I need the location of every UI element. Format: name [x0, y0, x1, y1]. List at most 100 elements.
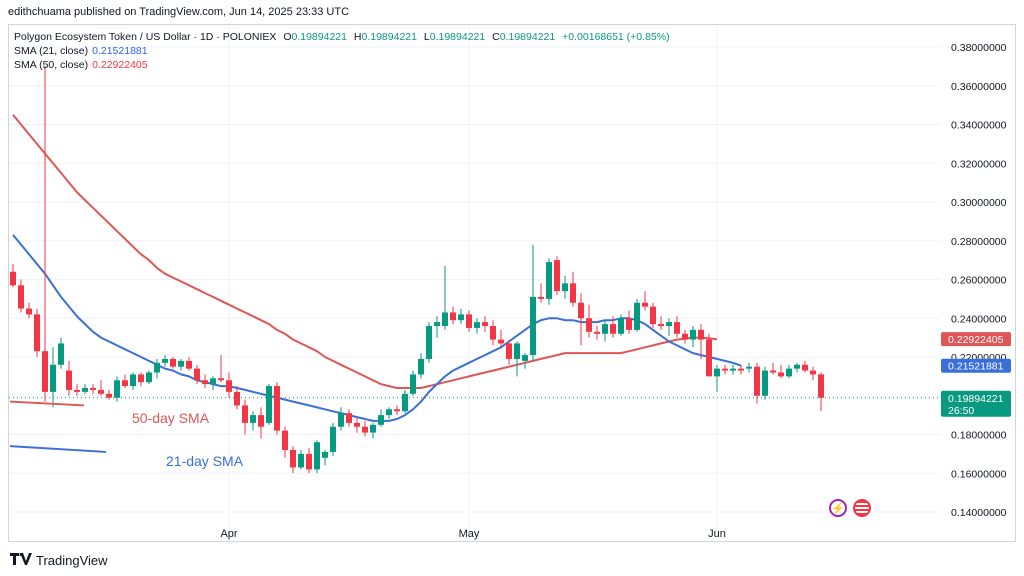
candle-body: [738, 368, 744, 371]
candle-body: [298, 453, 304, 468]
price-tick-label: 0.14000000: [951, 507, 1007, 519]
candle-body: [562, 283, 568, 292]
candle-body: [306, 453, 312, 470]
high-label: H: [353, 31, 362, 43]
candle-body: [154, 362, 160, 373]
candle-body: [530, 296, 536, 356]
candle-body: [58, 343, 64, 365]
price-tick-label: 0.30000000: [951, 197, 1007, 209]
candle-body: [402, 393, 408, 412]
candle-body: [226, 380, 232, 392]
candle-body: [346, 413, 352, 423]
candle-body: [794, 364, 800, 369]
candle-body: [762, 370, 768, 396]
bolt-icon[interactable]: ⚡: [829, 499, 847, 517]
chart-legend: Polygon Ecosystem Token / US Dollar · 1D…: [14, 30, 670, 72]
candle-body: [186, 360, 192, 369]
candle-body: [706, 339, 712, 377]
sma50-annotation: 50-day SMA: [132, 410, 210, 426]
symbol-label[interactable]: Polygon Ecosystem Token / US Dollar · 1D…: [14, 31, 277, 43]
candle-body: [26, 308, 32, 315]
price-tick-label: 0.24000000: [951, 313, 1007, 325]
price-tick-label: 0.28000000: [951, 236, 1007, 248]
candle-body: [570, 283, 576, 303]
candle-body: [74, 389, 80, 392]
open-value: 0.19894221: [291, 31, 347, 43]
candle-body: [290, 450, 296, 468]
candle-body: [178, 360, 184, 367]
tradingview-brand[interactable]: TradingView: [36, 553, 108, 568]
candle-body: [690, 329, 696, 340]
sma50-annotation-line: [9, 400, 85, 407]
time-tick-label: Jun: [708, 528, 726, 540]
candle-body: [802, 364, 808, 371]
candle-body: [258, 415, 264, 427]
high-value: 0.19894221: [361, 31, 417, 43]
candle-body: [282, 430, 288, 450]
candle-body: [666, 322, 672, 326]
candle-body: [722, 368, 728, 371]
candle-body: [586, 318, 592, 332]
candle-body: [498, 339, 504, 344]
last-price-label-countdown: 26:50: [948, 405, 974, 417]
candle-body: [50, 364, 56, 392]
legend-symbol-row: Polygon Ecosystem Token / US Dollar · 1D…: [14, 30, 670, 44]
candle-body: [610, 324, 616, 334]
footer: TradingView: [10, 553, 108, 568]
sma50-line: [12, 114, 718, 389]
time-tick-label: Apr: [220, 528, 237, 540]
legend-sma21-row[interactable]: SMA (21, close) 0.21521881: [14, 44, 670, 58]
sma21-annotation-line: [9, 445, 107, 453]
low-value: 0.19894221: [429, 31, 486, 43]
candle-body: [338, 413, 344, 427]
legend-sma50-row[interactable]: SMA (50, close) 0.22922405: [14, 58, 670, 72]
candle-body: [466, 314, 472, 328]
candle-body: [130, 374, 136, 387]
candle-body: [170, 358, 176, 367]
candle-body: [42, 351, 48, 392]
candle-body: [194, 368, 200, 381]
candle-body: [138, 374, 144, 383]
time-axis: Apr May Jun: [220, 528, 725, 540]
candle-body: [754, 366, 760, 396]
candle-body: [650, 306, 656, 325]
candle-body: [594, 331, 600, 334]
chart-controls: ⚡: [829, 499, 871, 517]
candle-body: [66, 370, 72, 390]
price-tick-label: 0.36000000: [951, 81, 1007, 93]
sma50-value: 0.22922405: [92, 59, 148, 71]
sma21-price-label: 0.21521881: [948, 361, 1004, 373]
price-tick-label: 0.26000000: [951, 275, 1007, 287]
candle-body: [618, 318, 624, 334]
chart-frame: [8, 24, 1016, 542]
candle-body: [210, 378, 216, 385]
candle-body: [434, 322, 440, 326]
candle-body: [730, 368, 736, 371]
tradingview-logo-icon[interactable]: [10, 553, 32, 568]
candle-body: [698, 329, 704, 340]
candle-body: [578, 302, 584, 319]
candle-body: [818, 374, 824, 398]
sma50-price-label-bg: [941, 332, 1011, 347]
candle-body: [522, 355, 528, 361]
candle-body: [146, 372, 152, 383]
publisher-line: edithchuama published on TradingView.com…: [8, 6, 350, 18]
candle-body: [330, 426, 336, 452]
candle-body: [362, 426, 368, 433]
flag-icon[interactable]: [853, 499, 871, 517]
candle-body: [626, 318, 632, 330]
candle-body: [90, 388, 96, 390]
open-label: O: [283, 31, 292, 43]
time-tick-label: May: [459, 528, 480, 540]
candle-body: [98, 389, 104, 394]
candle-body: [442, 312, 448, 326]
price-tick-label: 0.32000000: [951, 158, 1007, 170]
sma50-price-label: 0.22922405: [948, 334, 1004, 346]
candle-body: [450, 312, 456, 321]
sma21-label: SMA (21, close): [14, 45, 89, 57]
candle-body: [554, 260, 560, 292]
candle-body: [386, 409, 392, 416]
candle-body: [18, 285, 24, 309]
